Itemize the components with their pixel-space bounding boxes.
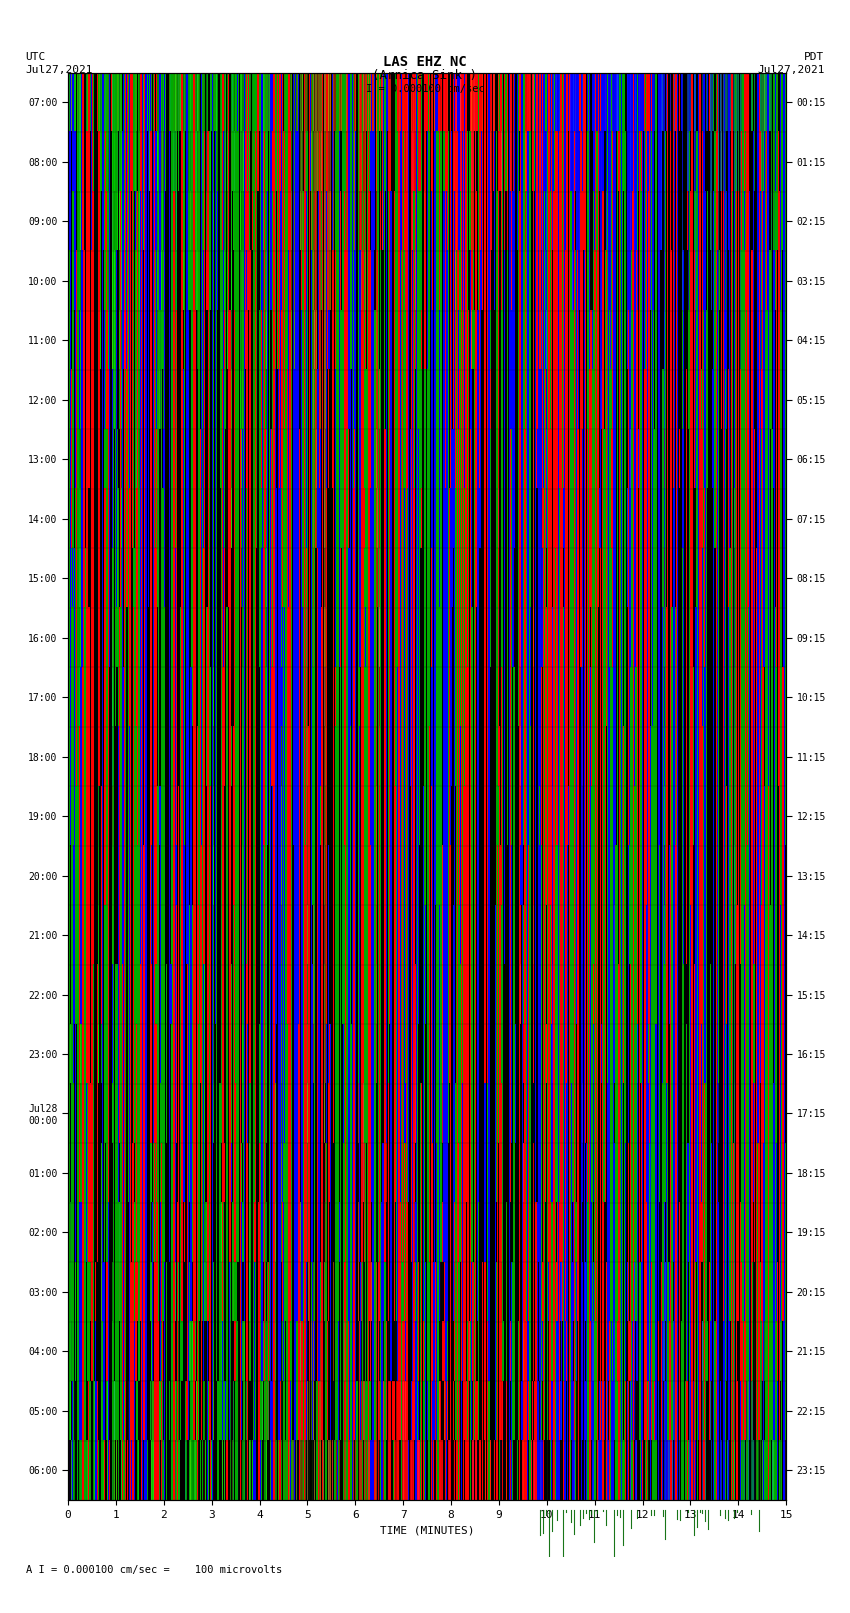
Text: A I = 0.000100 cm/sec =    100 microvolts: A I = 0.000100 cm/sec = 100 microvolts bbox=[26, 1565, 281, 1574]
Text: PDT: PDT bbox=[804, 52, 824, 61]
X-axis label: TIME (MINUTES): TIME (MINUTES) bbox=[380, 1526, 474, 1536]
Text: LAS EHZ NC: LAS EHZ NC bbox=[383, 55, 467, 69]
Text: (Arnica Sink ): (Arnica Sink ) bbox=[372, 69, 478, 82]
Text: Jul27,2021: Jul27,2021 bbox=[757, 65, 824, 74]
Text: Jul27,2021: Jul27,2021 bbox=[26, 65, 93, 74]
Text: I = 0.000100 cm/sec: I = 0.000100 cm/sec bbox=[366, 84, 484, 94]
Text: UTC: UTC bbox=[26, 52, 46, 61]
